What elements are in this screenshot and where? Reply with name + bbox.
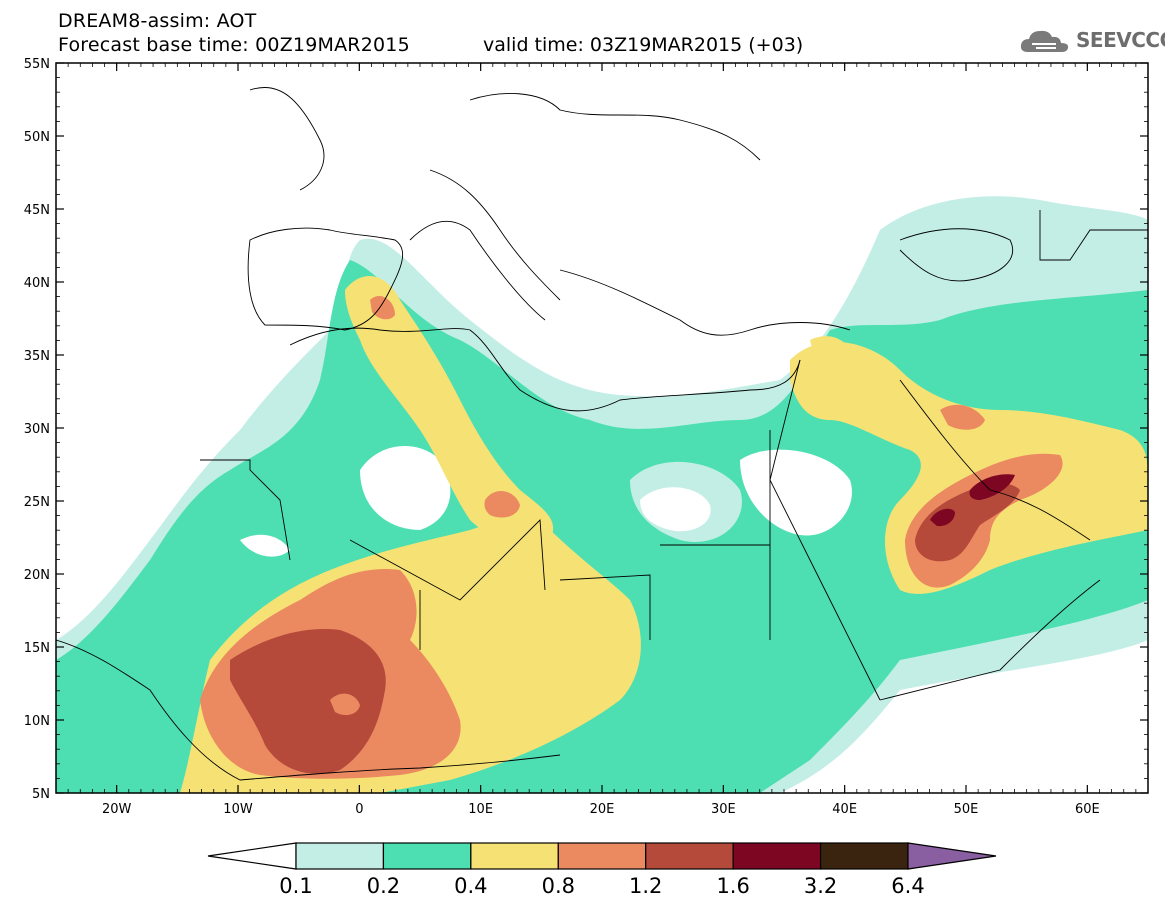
colorbar-high-triangle	[907, 842, 997, 870]
lon-label-7: 50E	[954, 802, 979, 817]
coastlines	[56, 87, 1148, 781]
lat-label-4: 35N	[24, 349, 50, 364]
colorbar-label-7: 6.4	[891, 874, 924, 898]
colorbar-low-triangle	[207, 842, 297, 870]
colorbar-box-2	[470, 842, 559, 870]
forecast-base-time: Forecast base time: 00Z19MAR2015	[58, 34, 410, 56]
colorbar-box-5	[732, 842, 822, 870]
colorbar-box-1	[382, 842, 472, 870]
seevccc-logo: SEEVCCC	[1018, 26, 1165, 56]
colorbar-box-6	[819, 842, 909, 870]
lat-label-1: 50N	[24, 130, 50, 145]
colorbar-label-0: 0.1	[279, 874, 312, 898]
lon-label-3: 10E	[468, 802, 493, 817]
cloud-icon	[1020, 30, 1069, 52]
colorbar-label-6: 3.2	[804, 874, 837, 898]
lat-label-3: 40N	[24, 276, 50, 291]
colorbar: 0.1 0.2 0.4 0.8 1.2 1.6 3.2 6.4	[207, 842, 997, 898]
colorbar-label-1: 0.2	[367, 874, 400, 898]
lon-label-6: 40E	[832, 802, 857, 817]
colorbar-box-0	[295, 842, 385, 870]
lat-label-10: 5N	[32, 787, 50, 802]
valid-time: valid time: 03Z19MAR2015 (+03)	[483, 34, 804, 56]
map-title: DREAM8-assim: AOT	[58, 10, 257, 32]
colorbar-label-5: 1.6	[716, 874, 749, 898]
lon-label-1: 10W	[223, 802, 253, 817]
colorbar-label-4: 1.2	[629, 874, 662, 898]
lat-label-0: 55N	[24, 57, 50, 72]
aot-field	[56, 196, 1148, 793]
axis-ticks	[55, 62, 1149, 794]
colorbar-label-3: 0.8	[542, 874, 575, 898]
lat-label-7: 20N	[24, 568, 50, 583]
logo-text: SEEVCCC	[1076, 28, 1165, 52]
lon-label-5: 30E	[711, 802, 736, 817]
lat-label-2: 45N	[24, 203, 50, 218]
colorbar-label-2: 0.4	[454, 874, 487, 898]
latitude-labels: 55N 50N 45N 40N 35N 30N 25N 20N 15N 10N 5N	[24, 57, 50, 802]
colorbar-box-4	[645, 842, 734, 870]
colorbar-box-3	[557, 842, 647, 870]
lat-label-6: 25N	[24, 495, 50, 510]
lon-label-4: 20E	[590, 802, 615, 817]
lat-label-8: 15N	[24, 641, 50, 656]
lat-label-5: 30N	[24, 422, 50, 437]
lon-label-8: 60E	[1075, 802, 1100, 817]
longitude-labels: 20W 10W 0 10E 20E 30E 40E 50E 60E	[102, 802, 1100, 817]
lat-label-9: 10N	[24, 714, 50, 729]
lon-label-0: 20W	[102, 802, 132, 817]
lon-label-2: 0	[355, 802, 363, 817]
